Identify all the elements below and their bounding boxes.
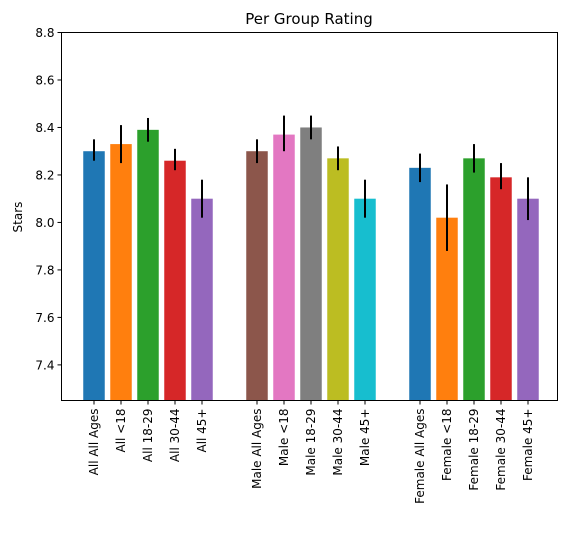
bar [164, 160, 186, 401]
bar [517, 198, 539, 401]
bar [83, 151, 105, 401]
bar [409, 167, 431, 401]
bars-layer [83, 127, 539, 401]
bar [300, 127, 322, 401]
y-tick-label: 7.6 [35, 311, 54, 325]
y-tick-label: 7.8 [35, 263, 54, 277]
bar [436, 217, 458, 401]
x-tick-label: Female 30-44 [494, 409, 508, 491]
y-tick-label: 8.0 [35, 216, 54, 230]
y-tick-label: 7.4 [35, 358, 54, 372]
x-tick-label: Female 45+ [521, 409, 535, 482]
x-tick-label: All <18 [114, 409, 128, 453]
bar [137, 129, 159, 401]
x-tick-label: Male 30-44 [331, 409, 345, 476]
plot-frame [61, 32, 558, 401]
y-tick-label: 8.2 [35, 168, 54, 182]
bar [273, 134, 295, 401]
x-tick-label: All 45+ [195, 409, 209, 453]
bar [191, 198, 213, 401]
bar [110, 144, 132, 401]
y-axis-label: Stars [11, 202, 25, 233]
x-tick-label: Female All Ages [413, 409, 427, 504]
y-axis-ticks: 7.4 7.6 7.8 8.0 8.2 8.4 8.6 8.8 [35, 26, 62, 372]
y-tick-label: 8.8 [35, 26, 54, 40]
bar [354, 198, 376, 401]
bar [327, 158, 349, 401]
y-tick-label: 8.4 [35, 121, 54, 135]
bar [463, 158, 485, 401]
x-tick-label: All 18-29 [141, 409, 155, 463]
bar [246, 151, 268, 401]
x-tick-label: Male <18 [277, 409, 291, 467]
error-bars-layer [93, 115, 529, 251]
x-tick-label: Male 18-29 [304, 409, 318, 476]
chart-title: Per Group Rating [245, 10, 372, 28]
x-axis-ticks: All All Ages All <18 All 18-29 All 30-44 All… [87, 400, 535, 504]
x-tick-label: All 30-44 [168, 409, 182, 463]
y-tick-label: 8.6 [35, 73, 54, 87]
x-tick-label: Male All Ages [250, 409, 264, 489]
x-tick-label: Male 45+ [358, 409, 372, 467]
bar [490, 177, 512, 401]
x-tick-label: All All Ages [87, 409, 101, 476]
x-tick-label: Female 18-29 [467, 409, 481, 491]
x-tick-label: Female <18 [440, 409, 454, 482]
